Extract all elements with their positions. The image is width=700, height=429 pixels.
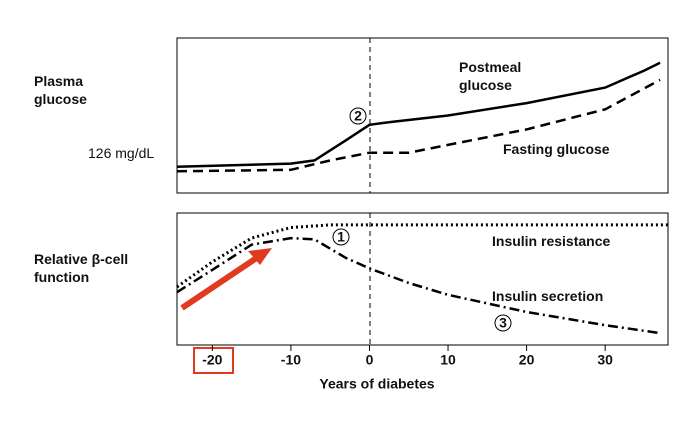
x-tick-label: -10 — [281, 352, 301, 368]
marker-circle — [332, 228, 350, 246]
panel-frame — [176, 212, 669, 346]
x-tick-label: 20 — [519, 352, 535, 368]
marker: 3 — [499, 315, 507, 331]
x-tick-label: 0 — [366, 352, 374, 368]
series-line — [176, 236, 661, 335]
reference-label: 126 mg/dL — [88, 145, 155, 161]
x-tick-label: -20 — [202, 352, 222, 368]
x-tick-label: 10 — [440, 352, 456, 368]
x-tick-label: 30 — [597, 352, 613, 368]
marker-circle — [349, 107, 367, 125]
series-label: Insulin resistance — [492, 233, 611, 249]
series-label: Insulin secretion — [492, 288, 604, 304]
y-axis-label: Plasma glucose — [34, 73, 87, 107]
arrow-head — [248, 248, 272, 265]
marker: 2 — [354, 108, 362, 124]
series-label: Fasting glucose — [503, 141, 610, 157]
marker-circle — [494, 314, 512, 332]
arrow — [180, 254, 260, 311]
marker: 1 — [337, 229, 345, 245]
series-line — [176, 78, 661, 173]
x-axis-label: Years of diabetes — [319, 376, 434, 392]
series-label: Postmeal glucose — [459, 59, 522, 93]
highlight-box — [193, 347, 234, 374]
y-axis-label: Relative β-cell function — [34, 251, 129, 285]
series-line — [176, 61, 661, 168]
panel-frame — [176, 37, 669, 194]
